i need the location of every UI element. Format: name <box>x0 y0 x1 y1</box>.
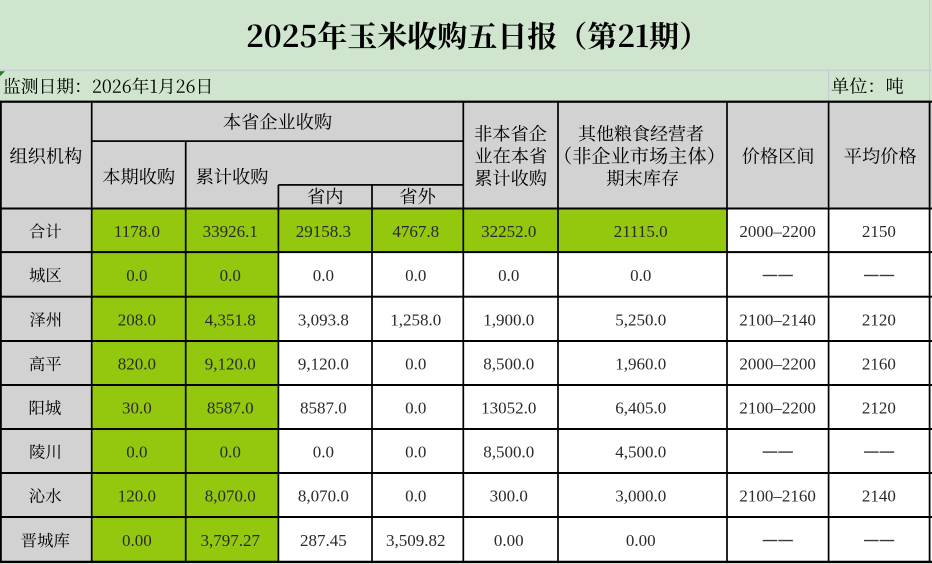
svg-text:0.0: 0.0 <box>405 399 426 418</box>
svg-text:8,070.0: 8,070.0 <box>298 487 349 506</box>
svg-text:0.0: 0.0 <box>126 443 147 462</box>
svg-text:33926.1: 33926.1 <box>203 222 258 241</box>
svg-text:0.0: 0.0 <box>313 266 334 285</box>
svg-text:2160: 2160 <box>862 355 896 374</box>
svg-text:208.0: 208.0 <box>118 311 156 330</box>
svg-text:1,960.0: 1,960.0 <box>615 355 666 374</box>
svg-text:0.0: 0.0 <box>405 487 426 506</box>
svg-text:2140: 2140 <box>862 487 896 506</box>
svg-text:2100–2200: 2100–2200 <box>739 399 816 418</box>
svg-text:0.00: 0.00 <box>494 531 524 550</box>
svg-text:32252.0: 32252.0 <box>481 222 536 241</box>
svg-text:2100–2160: 2100–2160 <box>739 487 816 506</box>
svg-text:8587.0: 8587.0 <box>300 399 347 418</box>
svg-text:4,500.0: 4,500.0 <box>615 443 666 462</box>
svg-text:4767.8: 4767.8 <box>392 222 439 241</box>
svg-text:0.0: 0.0 <box>498 266 519 285</box>
svg-text:0.0: 0.0 <box>405 443 426 462</box>
svg-text:0.0: 0.0 <box>220 443 241 462</box>
svg-text:2150: 2150 <box>862 222 896 241</box>
svg-text:0.0: 0.0 <box>313 443 334 462</box>
svg-text:8,500.0: 8,500.0 <box>483 443 534 462</box>
svg-text:9,120.0: 9,120.0 <box>298 355 349 374</box>
svg-text:0.0: 0.0 <box>126 266 147 285</box>
svg-text:2000–2200: 2000–2200 <box>739 355 816 374</box>
svg-text:3,000.0: 3,000.0 <box>615 487 666 506</box>
svg-text:0.0: 0.0 <box>220 266 241 285</box>
svg-text:2000–2200: 2000–2200 <box>739 222 816 241</box>
svg-text:2100–2140: 2100–2140 <box>739 311 816 330</box>
svg-text:120.0: 120.0 <box>118 487 156 506</box>
svg-text:3,093.8: 3,093.8 <box>298 311 349 330</box>
svg-text:2120: 2120 <box>862 399 896 418</box>
svg-text:0.0: 0.0 <box>405 266 426 285</box>
svg-text:8587.0: 8587.0 <box>207 399 254 418</box>
svg-text:5,250.0: 5,250.0 <box>615 311 666 330</box>
svg-text:1,900.0: 1,900.0 <box>483 311 534 330</box>
svg-text:0.00: 0.00 <box>122 531 152 550</box>
svg-text:8,070.0: 8,070.0 <box>205 487 256 506</box>
svg-text:2120: 2120 <box>862 311 896 330</box>
svg-text:1178.0: 1178.0 <box>114 222 160 241</box>
svg-text:29158.3: 29158.3 <box>296 222 351 241</box>
svg-text:13052.0: 13052.0 <box>481 399 536 418</box>
svg-text:287.45: 287.45 <box>300 531 347 550</box>
svg-text:3,509.82: 3,509.82 <box>386 531 446 550</box>
svg-text:9,120.0: 9,120.0 <box>205 355 256 374</box>
svg-text:0.0: 0.0 <box>630 266 651 285</box>
svg-text:820.0: 820.0 <box>118 355 156 374</box>
svg-text:0.0: 0.0 <box>405 355 426 374</box>
svg-text:8,500.0: 8,500.0 <box>483 355 534 374</box>
svg-text:6,405.0: 6,405.0 <box>615 399 666 418</box>
svg-text:0.00: 0.00 <box>626 531 656 550</box>
svg-text:21115.0: 21115.0 <box>614 222 668 241</box>
svg-text:3,797.27: 3,797.27 <box>200 531 260 550</box>
svg-text:1,258.0: 1,258.0 <box>390 311 441 330</box>
svg-text:300.0: 300.0 <box>490 487 528 506</box>
svg-text:4,351.8: 4,351.8 <box>205 311 256 330</box>
svg-text:30.0: 30.0 <box>122 399 152 418</box>
